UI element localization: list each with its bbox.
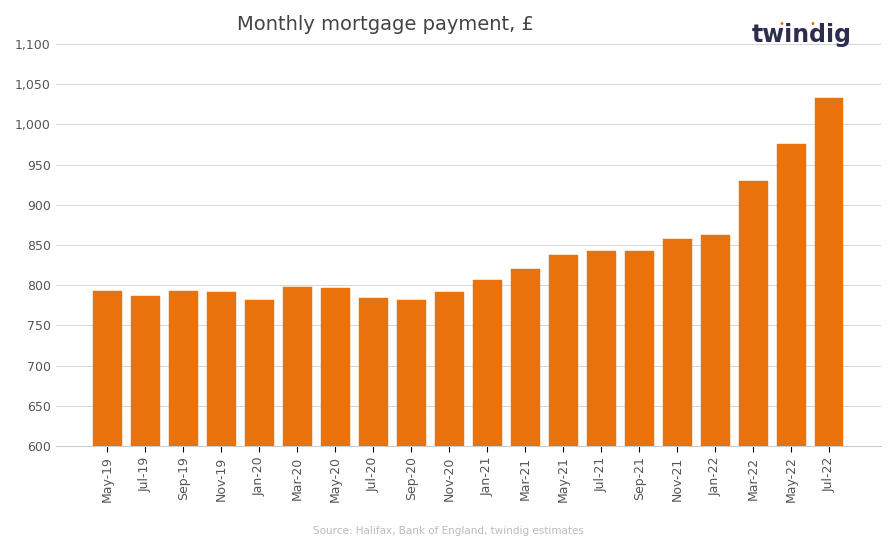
Bar [435,292,463,539]
Bar [511,269,539,539]
Bar [777,144,806,539]
Bar [549,254,578,539]
Bar [131,295,159,539]
Bar [739,181,768,539]
Bar [625,251,653,539]
Bar [397,300,426,539]
Bar [701,234,729,539]
Text: twindig: twindig [752,23,852,47]
Bar [283,287,312,539]
Title: Monthly mortgage payment, £: Monthly mortgage payment, £ [237,15,534,34]
Bar [815,98,843,539]
Bar [169,291,198,539]
Bar [207,293,236,539]
Bar [587,251,616,539]
Text: Source: Halifax, Bank of England, twindig estimates: Source: Halifax, Bank of England, twindi… [313,526,583,536]
Bar [321,288,349,539]
Text: •: • [779,19,784,29]
Bar [359,298,388,539]
Bar [93,291,122,539]
Text: •: • [810,19,815,29]
Bar [246,300,273,539]
Bar [663,239,692,539]
Bar [473,280,502,539]
